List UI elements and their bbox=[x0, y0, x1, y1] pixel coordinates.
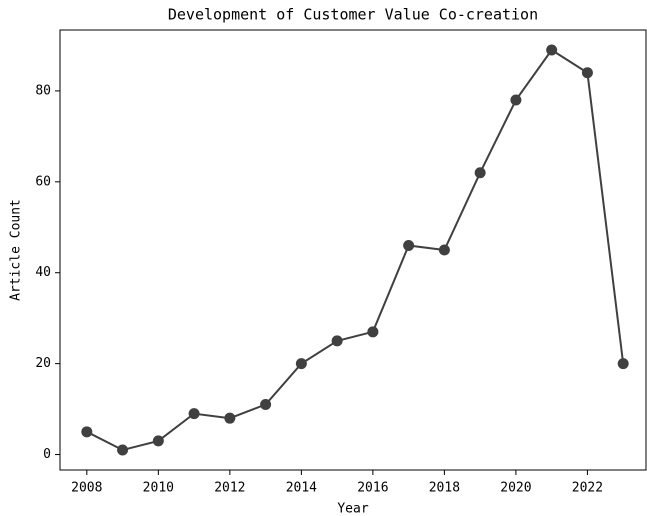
point bbox=[438, 244, 450, 256]
y-tick-label: 0 bbox=[43, 447, 51, 462]
y-axis-label: Article Count bbox=[9, 199, 24, 301]
point bbox=[617, 358, 629, 370]
y-tick-label: 80 bbox=[35, 83, 51, 98]
point bbox=[117, 444, 129, 456]
y-tick-label: 40 bbox=[35, 265, 51, 280]
point bbox=[367, 326, 379, 338]
point bbox=[81, 426, 93, 438]
x-tick-label: 2022 bbox=[572, 481, 603, 496]
point bbox=[152, 435, 164, 447]
point bbox=[474, 167, 486, 179]
point bbox=[546, 44, 558, 56]
x-tick-label: 2016 bbox=[357, 481, 388, 496]
line bbox=[86, 48, 625, 452]
point bbox=[403, 239, 415, 251]
point bbox=[260, 399, 272, 411]
point bbox=[331, 335, 343, 347]
x-tick-label: 2018 bbox=[429, 481, 460, 496]
x-tick-label: 2012 bbox=[214, 481, 245, 496]
point bbox=[581, 67, 593, 79]
y-tick-label: 60 bbox=[35, 174, 51, 189]
x-axis-label: Year bbox=[337, 502, 368, 516]
x-tick-label: 2010 bbox=[143, 481, 174, 496]
point bbox=[295, 358, 307, 370]
point bbox=[224, 412, 236, 424]
plot-frame bbox=[59, 29, 647, 471]
x-tick-label: 2014 bbox=[286, 481, 317, 496]
y-tick-label: 20 bbox=[35, 356, 51, 371]
x-tick-label: 2020 bbox=[500, 481, 531, 496]
chart-title: Development of Customer Value Co-creatio… bbox=[168, 6, 538, 24]
point bbox=[188, 408, 200, 420]
point bbox=[510, 94, 522, 106]
x-tick-label: 2008 bbox=[71, 481, 102, 496]
